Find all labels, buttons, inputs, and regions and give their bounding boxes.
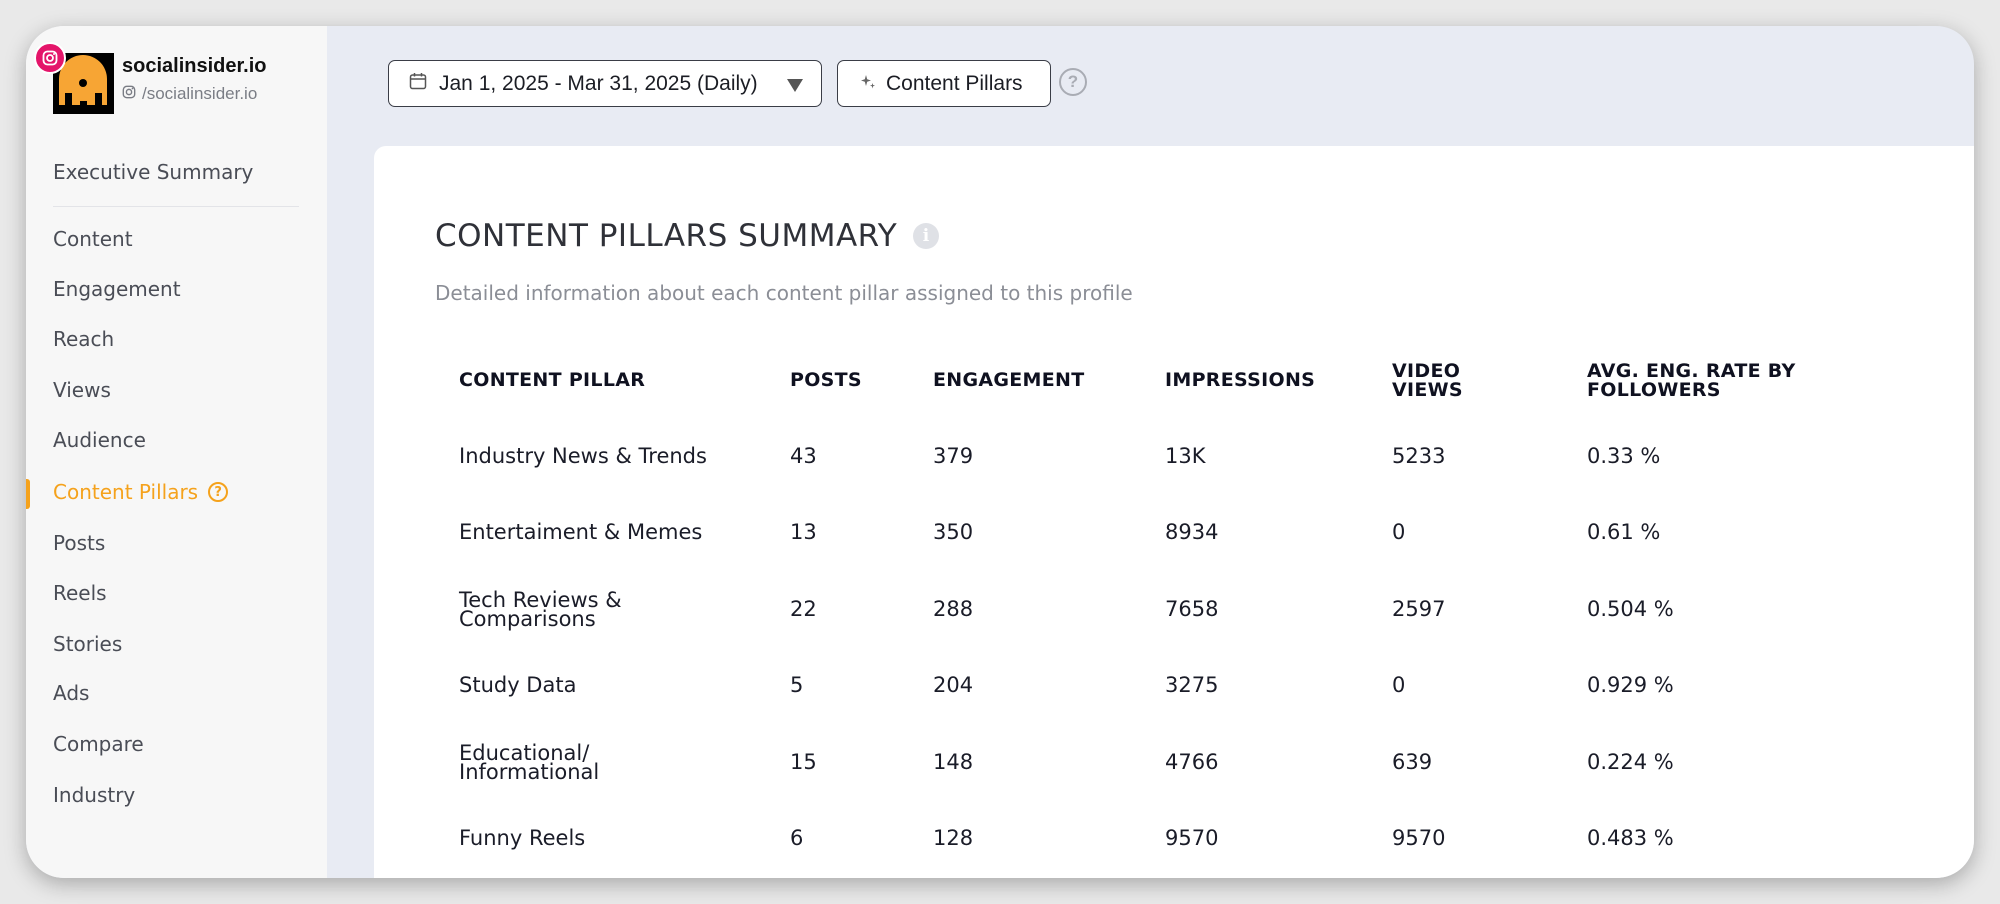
table-cell: 9570 — [1165, 826, 1219, 850]
date-range-value: Jan 1, 2025 - Mar 31, 2025 (Daily) — [439, 71, 758, 95]
table-cell: 8934 — [1165, 520, 1219, 544]
sparkle-icon — [860, 72, 876, 96]
table-cell: 5 — [790, 673, 804, 697]
nav-content-pillars[interactable]: Content Pillars ? — [53, 480, 229, 504]
table-cell: 639 — [1392, 750, 1433, 774]
table-cell: 0.483 % — [1587, 826, 1674, 850]
table-cell: 350 — [933, 520, 974, 544]
column-header: AVG. ENG. RATE BY FOLLOWERS — [1587, 360, 1796, 401]
nav-reach[interactable]: Reach — [53, 327, 115, 351]
table-cell: 9570 — [1392, 826, 1446, 850]
calendar-icon — [409, 72, 427, 96]
table-cell: 0.224 % — [1587, 750, 1674, 774]
table-cell-pillar[interactable]: Educational/ Informational — [459, 741, 600, 784]
card-title: CONTENT PILLARS SUMMARY i — [435, 218, 940, 254]
nav-content-pillars-label: Content Pillars — [53, 480, 199, 504]
nav-engagement[interactable]: Engagement — [53, 277, 181, 301]
help-icon[interactable]: ? — [1059, 68, 1087, 96]
table-cell: 13 — [790, 520, 817, 544]
nav-content[interactable]: Content — [53, 227, 133, 251]
table-cell: 13K — [1165, 444, 1206, 468]
instagram-icon — [34, 42, 66, 74]
nav-stories[interactable]: Stories — [53, 632, 123, 656]
table-cell: 5233 — [1392, 444, 1446, 468]
table-cell: 6 — [790, 826, 804, 850]
table-cell-pillar[interactable]: Study Data — [459, 673, 577, 697]
instagram-small-icon — [122, 84, 136, 104]
table-cell: 2597 — [1392, 597, 1446, 621]
nav-reels[interactable]: Reels — [53, 581, 107, 605]
table-cell: 22 — [790, 597, 817, 621]
table-cell-pillar[interactable]: Funny Reels — [459, 826, 586, 850]
column-header: IMPRESSIONS — [1165, 369, 1316, 391]
column-header: VIDEO VIEWS — [1392, 360, 1463, 401]
nav-audience[interactable]: Audience — [53, 428, 146, 452]
table-cell: 15 — [790, 750, 817, 774]
nav-active-indicator — [26, 479, 30, 509]
table-cell: 43 — [790, 444, 817, 468]
nav-compare[interactable]: Compare — [53, 732, 144, 756]
table-cell-pillar[interactable]: Tech Reviews & Comparisons — [459, 588, 622, 631]
nav-views[interactable]: Views — [53, 378, 111, 402]
table-cell: 7658 — [1165, 597, 1219, 621]
content-pillars-button-label: Content Pillars — [886, 71, 1023, 95]
profile-header[interactable]: socialinsider.io /socialinsider.io — [26, 26, 327, 136]
table-cell: 0 — [1392, 520, 1406, 544]
nav-divider — [53, 206, 299, 207]
content-pillars-summary-card: CONTENT PILLARS SUMMARY i Detailed infor… — [374, 146, 1974, 878]
column-header: CONTENT PILLAR — [459, 369, 646, 391]
table-cell: 3275 — [1165, 673, 1219, 697]
table-cell: 0 — [1392, 673, 1406, 697]
avatar — [53, 53, 114, 114]
column-header: ENGAGEMENT — [933, 369, 1085, 391]
info-icon[interactable]: i — [913, 223, 940, 249]
table-cell: 0.929 % — [1587, 673, 1674, 697]
app-window: socialinsider.io /socialinsider.io Execu… — [26, 26, 1974, 878]
sidebar: socialinsider.io /socialinsider.io Execu… — [26, 26, 327, 878]
table-cell: 379 — [933, 444, 974, 468]
profile-handle-text: /socialinsider.io — [142, 84, 258, 103]
table-cell: 148 — [933, 750, 974, 774]
card-title-text: CONTENT PILLARS SUMMARY — [435, 218, 898, 254]
chevron-down-icon — [787, 79, 803, 92]
nav-posts[interactable]: Posts — [53, 531, 106, 555]
profile-handle: /socialinsider.io — [122, 84, 257, 104]
card-subtitle: Detailed information about each content … — [435, 281, 1133, 305]
profile-name: socialinsider.io — [122, 55, 267, 77]
content-pillars-button[interactable]: Content Pillars — [837, 60, 1051, 107]
table-cell: 204 — [933, 673, 974, 697]
table-cell: 4766 — [1165, 750, 1219, 774]
date-range-picker[interactable]: Jan 1, 2025 - Mar 31, 2025 (Daily) — [388, 60, 822, 107]
table-cell: 0.61 % — [1587, 520, 1661, 544]
table-cell: 288 — [933, 597, 974, 621]
table-cell-pillar[interactable]: Entertaiment & Memes — [459, 520, 703, 544]
help-icon[interactable]: ? — [208, 482, 229, 502]
nav-executive-summary[interactable]: Executive Summary — [53, 160, 254, 184]
table-cell: 128 — [933, 826, 974, 850]
nav-ads[interactable]: Ads — [53, 681, 90, 705]
column-header: POSTS — [790, 369, 862, 391]
table-cell: 0.504 % — [1587, 597, 1674, 621]
nav-industry[interactable]: Industry — [53, 783, 136, 807]
table-cell: 0.33 % — [1587, 444, 1661, 468]
table-cell-pillar[interactable]: Industry News & Trends — [459, 444, 707, 468]
